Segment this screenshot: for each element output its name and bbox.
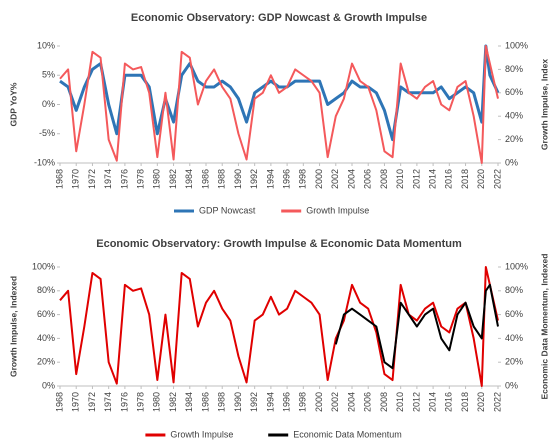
x-tick-label: 2014 <box>427 392 437 412</box>
x-tick-label: 2000 <box>314 169 324 189</box>
x-tick-label: 2010 <box>395 392 405 412</box>
x-tick-label: 1982 <box>168 392 178 412</box>
x-tick-label: 2002 <box>330 169 340 189</box>
x-tick-label: 2020 <box>476 169 486 189</box>
x-tick-label: 1992 <box>249 392 259 412</box>
y2-tick-label: 40% <box>505 333 523 343</box>
x-tick-label: 2010 <box>395 169 405 189</box>
x-tick-label: 1984 <box>184 169 194 189</box>
y2-tick-label: 80% <box>505 64 523 74</box>
x-tick-label: 2006 <box>363 169 373 189</box>
y-axis-title: Growth Impulse, Indexed <box>8 276 18 377</box>
chart: Economic Observatory: GDP Nowcast & Grow… <box>8 12 549 215</box>
y2-tick-label: 60% <box>505 87 523 97</box>
x-tick-label: 2002 <box>330 392 340 412</box>
x-tick-label: 2012 <box>411 392 421 412</box>
y-tick-label: 100% <box>32 261 55 271</box>
x-tick-label: 2020 <box>476 392 486 412</box>
x-tick-label: 1970 <box>71 169 81 189</box>
y-tick-label: -10% <box>34 157 55 167</box>
x-tick-label: 1978 <box>135 392 145 412</box>
x-tick-label: 1970 <box>71 392 81 412</box>
x-tick-label: 1986 <box>200 169 210 189</box>
y-axis-title: GDP YoY% <box>8 82 18 126</box>
x-tick-label: 1972 <box>87 392 97 412</box>
series-line <box>59 44 500 142</box>
y-tick-label: 20% <box>37 357 55 367</box>
y2-tick-label: 20% <box>505 357 523 367</box>
y2-tick-label: 40% <box>505 111 523 121</box>
x-tick-label: 1980 <box>152 392 162 412</box>
series-line <box>334 283 499 370</box>
x-tick-label: 2000 <box>314 392 324 412</box>
y-tick-label: 40% <box>37 333 55 343</box>
y2-tick-label: 80% <box>505 285 523 295</box>
y-tick-label: 0% <box>42 99 55 109</box>
legend-label: Economic Data Momentum <box>293 429 402 439</box>
x-tick-label: 1994 <box>265 392 275 412</box>
y2-tick-label: 20% <box>505 134 523 144</box>
y2-tick-label: 0% <box>505 157 518 167</box>
y2-tick-label: 100% <box>505 261 528 271</box>
y-tick-label: -5% <box>39 128 55 138</box>
x-tick-label: 1988 <box>217 392 227 412</box>
y-tick-label: 5% <box>42 70 55 80</box>
x-tick-label: 2004 <box>346 169 356 189</box>
x-tick-label: 1992 <box>249 169 259 189</box>
series-line <box>59 45 499 164</box>
x-tick-label: 2014 <box>427 169 437 189</box>
legend-label: Growth Impulse <box>170 429 233 439</box>
chart-title: Economic Observatory: GDP Nowcast & Grow… <box>131 12 427 24</box>
x-tick-label: 1986 <box>200 392 210 412</box>
x-tick-label: 1988 <box>217 169 227 189</box>
y-tick-label: 0% <box>42 380 55 390</box>
x-tick-label: 1968 <box>54 392 64 412</box>
x-tick-label: 1990 <box>233 169 243 189</box>
x-tick-label: 2008 <box>379 392 389 412</box>
x-tick-label: 1998 <box>298 169 308 189</box>
y-tick-label: 80% <box>37 285 55 295</box>
x-tick-label: 1996 <box>281 392 291 412</box>
x-tick-label: 1974 <box>103 392 113 412</box>
legend-label: Growth Impulse <box>306 205 369 215</box>
y2-tick-label: 60% <box>505 309 523 319</box>
x-tick-label: 2008 <box>379 169 389 189</box>
x-tick-label: 1994 <box>265 169 275 189</box>
y2-axis-title: Growth Impulse, Index <box>539 59 549 150</box>
x-tick-label: 2018 <box>460 392 470 412</box>
x-tick-label: 1980 <box>152 169 162 189</box>
y-tick-label: 10% <box>37 40 55 50</box>
x-tick-label: 2018 <box>460 169 470 189</box>
x-tick-label: 1974 <box>103 169 113 189</box>
y2-tick-label: 0% <box>505 380 518 390</box>
chart-title: Economic Observatory: Growth Impulse & E… <box>96 238 462 250</box>
x-tick-label: 1984 <box>184 392 194 412</box>
y2-tick-label: 100% <box>505 40 528 50</box>
x-tick-label: 2004 <box>346 392 356 412</box>
x-tick-label: 2022 <box>492 392 502 412</box>
series-line <box>59 266 499 387</box>
x-tick-label: 1996 <box>281 169 291 189</box>
chart: Economic Observatory: Growth Impulse & E… <box>8 238 549 439</box>
y-tick-label: 60% <box>37 309 55 319</box>
x-tick-label: 1968 <box>54 169 64 189</box>
x-tick-label: 1978 <box>135 169 145 189</box>
x-tick-label: 2016 <box>444 169 454 189</box>
x-tick-label: 2006 <box>363 392 373 412</box>
x-tick-label: 2012 <box>411 169 421 189</box>
y2-axis-title: Economic Data Momentum, Indexed <box>539 254 549 400</box>
x-tick-label: 2022 <box>492 169 502 189</box>
x-tick-label: 2016 <box>444 392 454 412</box>
x-tick-label: 1976 <box>119 392 129 412</box>
x-tick-label: 1990 <box>233 392 243 412</box>
x-tick-label: 1998 <box>298 392 308 412</box>
x-tick-label: 1972 <box>87 169 97 189</box>
x-tick-label: 1982 <box>168 169 178 189</box>
legend-label: GDP Nowcast <box>199 205 256 215</box>
x-tick-label: 1976 <box>119 169 129 189</box>
